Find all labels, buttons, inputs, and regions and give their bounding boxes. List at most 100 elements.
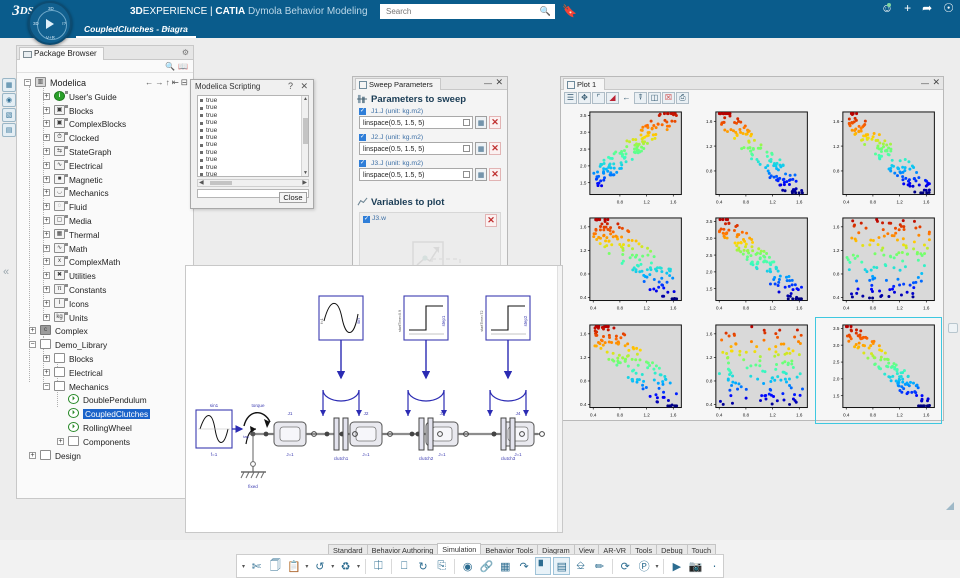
mini-scatter-plot-4[interactable]: 0.4 0.8 1.2 1.6 0.4 0.8 1.2 1.6 <box>564 212 687 315</box>
translate-icon[interactable]: ⎕ <box>400 559 408 572</box>
chart-icon[interactable]: ▧ <box>2 108 16 122</box>
search-box[interactable]: 🔍 <box>380 4 555 19</box>
expand-icon[interactable]: − <box>29 341 36 349</box>
parameter-expression-input[interactable]: linspace(0.5, 1.5, 5) <box>359 168 473 181</box>
tree-item-complex[interactable]: + c Complex <box>17 324 193 338</box>
delete-icon[interactable]: ☒ <box>662 91 675 104</box>
tree-item-thermal[interactable]: + ▦ Thermal <box>17 228 193 242</box>
mini-scatter-plot-9[interactable]: 0.4 0.8 1.2 1.6 1.5 2.0 2.5 3.0 3.5 <box>814 316 943 425</box>
scripting-vscrollbar[interactable]: ▲ ▼ <box>301 96 308 176</box>
copy-icon[interactable]: 🗍 <box>269 559 281 572</box>
parameter-grid-button[interactable]: ▦ <box>475 142 487 155</box>
tree-item-clocked[interactable]: + ⏱ Clocked <box>17 131 193 145</box>
play-results-icon[interactable]: ◉ <box>462 560 473 573</box>
scrollbar-thumb[interactable] <box>303 118 308 144</box>
tree-item-magnetic[interactable]: + ■ Magnetic <box>17 173 193 187</box>
tree-item-doublependulum[interactable]: ⏵ DoublePendulum <box>17 393 193 407</box>
mini-scatter-plot-2[interactable]: 0.4 0.8 1.2 1.6 0.8 1.2 1.6 <box>690 106 813 209</box>
export-model-icon[interactable]: ⎒ <box>576 559 585 572</box>
panel-icon[interactable]: ▦ <box>2 78 16 92</box>
parameter-checkbox[interactable]: ✓ <box>359 108 366 115</box>
close-icon[interactable]: ✕ <box>495 77 503 87</box>
probe-icon[interactable]: ⟳ <box>620 560 630 573</box>
remove-parameter-button[interactable]: ✕ <box>489 116 501 129</box>
split-icon[interactable]: ◫ <box>648 91 661 104</box>
close-button[interactable]: Close <box>279 192 307 203</box>
share-icon[interactable]: ➦ <box>922 1 933 15</box>
expression-builder-icon[interactable] <box>463 119 470 126</box>
add-tab-button[interactable]: + <box>163 24 169 35</box>
import-icon[interactable]: ⍒ <box>634 91 647 104</box>
expand-icon[interactable]: + <box>43 175 50 183</box>
variables-icon[interactable]: ▤ <box>553 557 571 575</box>
right-edge-toggle[interactable] <box>948 323 958 333</box>
compass-widget[interactable]: 3D 3D I? V+R <box>28 1 72 45</box>
mini-scatter-plot-3[interactable]: 0.4 0.8 1.2 1.6 0.8 1.2 1.6 <box>817 106 940 209</box>
edit-script-icon[interactable]: ✏ <box>594 560 605 573</box>
tree-root-modelica[interactable]: − ▥ Modelica ←→↑⇤⊟ <box>17 76 193 90</box>
axis-icon[interactable]: ⌜ <box>592 91 605 104</box>
expand-icon[interactable]: + <box>43 313 50 321</box>
search-icon[interactable]: 🔍 <box>539 6 551 16</box>
remove-variable-button[interactable]: ✕ <box>485 214 497 227</box>
tab-coupledclutches-diagram[interactable]: CoupledClutches - Diagra <box>76 22 196 38</box>
tree-item-stategraph[interactable]: + ⇆ StateGraph <box>17 145 193 159</box>
refresh-dropdown-caret[interactable]: ▾ <box>356 563 360 570</box>
expand-icon[interactable]: + <box>43 106 50 114</box>
back-arrow-icon[interactable]: ← <box>622 93 631 102</box>
gear-icon[interactable]: ⚙ <box>181 48 189 57</box>
tree-nav-icons[interactable]: ←→↑⇤⊟ <box>145 77 190 87</box>
tree-item-components[interactable]: + Components <box>17 435 193 449</box>
parameter-checkbox[interactable]: ✓ <box>359 134 366 141</box>
variable-checkbox[interactable]: ✓ <box>363 216 370 223</box>
tree-item-design[interactable]: + Design <box>17 449 193 463</box>
results-icon[interactable]: ⎘ <box>437 559 447 572</box>
package-tree[interactable]: − ▥ Modelica ←→↑⇤⊟ + i User's Guide + ▣ Block… <box>17 74 193 498</box>
scroll-right-icon[interactable]: ▶ <box>302 180 307 186</box>
step-icon[interactable]: ↷ <box>519 560 529 573</box>
expand-icon[interactable]: + <box>43 258 50 266</box>
tree-item-media[interactable]: + ▢ Media <box>17 214 193 228</box>
tab-plot-1[interactable]: Plot 1 <box>563 78 606 90</box>
expand-icon[interactable]: + <box>43 120 50 128</box>
parameter-expression-input[interactable]: linspace(0.5, 1.5, 5) <box>359 116 473 129</box>
pen-icon[interactable]: ◢ <box>606 91 619 104</box>
tree-item-demo-library[interactable]: − Demo_Library <box>17 338 193 352</box>
collapse-rail-icon[interactable]: « <box>3 266 10 278</box>
upload-icon[interactable]: ⎅ <box>373 559 383 572</box>
tree-item-icons[interactable]: + I Icons <box>17 297 193 311</box>
scroll-down-icon[interactable]: ▼ <box>303 170 308 176</box>
minimize-icon[interactable]: — <box>484 79 492 88</box>
expand-icon[interactable]: + <box>29 451 36 459</box>
plus-icon[interactable]: + <box>904 1 912 15</box>
tree-item-units[interactable]: + kg Units <box>17 311 193 325</box>
expand-icon[interactable]: + <box>43 147 50 155</box>
mini-scatter-plot-6[interactable]: 0.4 0.8 1.2 1.6 0.4 0.8 1.2 1.6 <box>817 212 940 315</box>
scripting-command-input[interactable] <box>197 189 309 198</box>
scripting-hscrollbar[interactable]: ◀ ▶ <box>197 179 309 187</box>
tree-item-mechanics[interactable]: − Mechanics <box>17 380 193 394</box>
tag-icon[interactable]: 🔖 <box>562 4 577 18</box>
globe-icon[interactable]: ◉ <box>2 93 16 107</box>
expand-icon[interactable]: + <box>43 161 50 169</box>
expand-icon[interactable]: + <box>43 134 50 142</box>
scroll-left-icon[interactable]: ◀ <box>199 180 204 186</box>
expand-icon[interactable]: + <box>43 299 50 307</box>
parameter-grid-button[interactable]: ▦ <box>475 168 487 181</box>
toolbar-overflow-caret[interactable]: ▾ <box>241 563 245 570</box>
minimize-icon[interactable]: — <box>921 79 929 88</box>
scripting-title-bar[interactable]: Modelica Scripting ? ✕ <box>191 80 313 93</box>
parameter-checkbox[interactable]: ✓ <box>359 160 366 167</box>
tree-item-utilities[interactable]: + ✖ Utilities <box>17 269 193 283</box>
simulate-icon[interactable]: ↻ <box>418 560 428 573</box>
window-icon[interactable]: ▤ <box>2 123 16 137</box>
run-icon[interactable]: ▶ <box>672 560 682 573</box>
expand-icon[interactable]: + <box>43 230 50 238</box>
expand-icon[interactable]: + <box>43 189 50 197</box>
tab-package-browser[interactable]: Package Browser <box>19 47 104 60</box>
tree-item-rollingwheel[interactable]: ⏵ RollingWheel <box>17 421 193 435</box>
expand-icon[interactable]: + <box>43 272 50 280</box>
list-icon[interactable]: ☰ <box>564 91 577 104</box>
expression-builder-icon[interactable] <box>463 171 470 178</box>
diagram-scrollbar[interactable] <box>557 266 562 532</box>
